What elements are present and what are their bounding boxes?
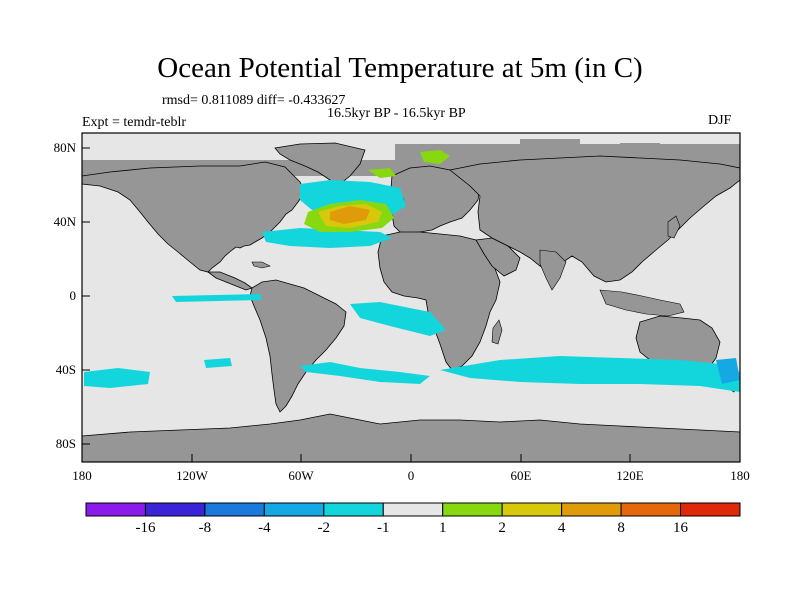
madagascar <box>491 319 503 345</box>
lat-label-80s: 80S <box>55 436 76 451</box>
colorbar-label: 4 <box>557 520 566 536</box>
anomaly-southern-indian <box>440 356 740 392</box>
anomaly-south-atlantic <box>350 302 446 336</box>
japan <box>667 215 681 239</box>
lat-label-80n: 80N <box>53 140 76 155</box>
colorbar-swatch <box>323 502 384 517</box>
lon-label-60w: 60W <box>288 468 314 483</box>
colorbar-label: -4 <box>258 520 271 536</box>
colorbar-label: -2 <box>317 520 331 536</box>
lon-label-0: 0 <box>407 468 415 483</box>
colorbar <box>85 502 741 517</box>
south-america <box>249 279 347 413</box>
colorbar-swatch <box>680 502 741 517</box>
lat-label-40n: 40N <box>53 214 76 229</box>
colorbar-label: 16 <box>673 520 689 536</box>
colorbar-label: 1 <box>438 520 447 536</box>
anomaly-south-pacific-small <box>204 358 232 368</box>
lon-label-120e: 120E <box>616 468 644 483</box>
africa <box>377 231 501 371</box>
lat-label-40s: 40S <box>55 362 76 377</box>
colorbar-label: -8 <box>198 520 212 536</box>
colorbar-swatch <box>442 502 503 517</box>
stats-text: rmsd= 0.811089 diff= -0.433627 <box>162 93 346 108</box>
colorbar-label: 8 <box>617 520 625 536</box>
anomaly-barents <box>368 168 396 178</box>
warm-anomalies <box>304 150 450 232</box>
antarctica <box>81 413 741 463</box>
anomaly-southern-pacific <box>84 368 150 388</box>
colorbar-label: -1 <box>377 520 390 536</box>
north-america <box>81 161 306 273</box>
axis-ticks <box>81 147 741 462</box>
season-label: DJF <box>708 113 732 128</box>
colorbar-swatch <box>85 502 146 517</box>
lon-label-180e: 180 <box>730 468 750 483</box>
anomaly-gulf-stream <box>262 228 392 248</box>
colorbar-swatch <box>561 502 622 517</box>
lon-label-60e: 60E <box>510 468 532 483</box>
colorbar-swatch <box>204 502 265 517</box>
colorbar-swatch <box>620 502 682 517</box>
experiment-label: Expt = temdr-teblr <box>82 115 187 130</box>
anomaly-drake <box>300 362 430 384</box>
map-title: Ocean Potential Temperature at 5m (in C) <box>157 52 643 84</box>
colorbar-swatch <box>501 502 563 517</box>
asia <box>449 155 741 283</box>
india <box>539 249 567 291</box>
anomaly-tasman <box>716 358 740 384</box>
anomaly-equatorial-pacific <box>172 294 262 302</box>
lon-label-180w: 180 <box>72 468 92 483</box>
colorbar-label: -16 <box>135 520 156 536</box>
lon-label-120w: 120W <box>176 468 208 483</box>
maritime-continent <box>599 289 685 317</box>
map-panel <box>81 132 741 463</box>
anomaly-nordic-green <box>420 150 450 164</box>
colorbar-swatch <box>382 502 444 517</box>
colorbar-swatch <box>263 502 325 517</box>
central-america <box>206 271 253 291</box>
colorbar-swatch <box>144 502 206 517</box>
period-text: 16.5kyr BP - 16.5kyr BP <box>327 106 466 121</box>
colorbar-label: 2 <box>498 520 506 536</box>
caribbean-islands <box>251 261 271 269</box>
anomaly-north-atlantic-orange <box>330 206 370 224</box>
lat-label-0: 0 <box>69 288 77 303</box>
